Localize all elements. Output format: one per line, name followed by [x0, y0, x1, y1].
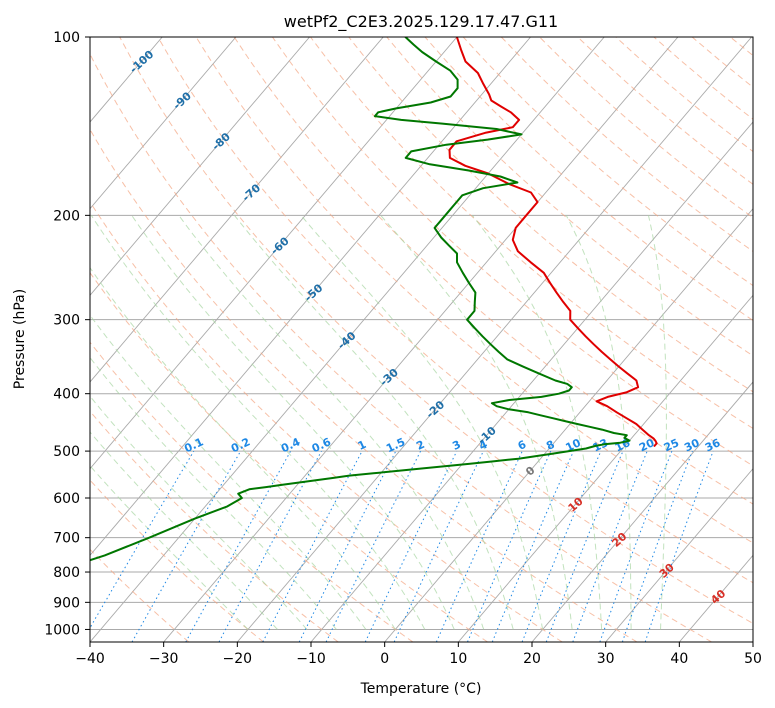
isotherm-line — [605, 467, 753, 642]
mixing-ratio-label: 36 — [703, 436, 723, 454]
dry-adiabat-line — [768, 37, 775, 642]
temperature-profile-line — [448, 37, 658, 447]
moist-adiabat-line — [90, 431, 278, 630]
dry-adiabat-line — [90, 271, 488, 642]
moist-adiabat-line — [90, 464, 249, 630]
isotherm-line — [163, 37, 679, 642]
x-tick-label: 40 — [670, 651, 688, 667]
isotherm-line — [531, 381, 753, 642]
dry-adiabat-line — [348, 37, 753, 393]
x-tick-label: 0 — [380, 651, 389, 667]
moist-adiabat-line — [300, 214, 544, 630]
y-axis: 100 200 300 400 500 600 700 800 900 1000 — [44, 30, 90, 638]
reference-lines — [90, 37, 775, 642]
y-tick-label: 600 — [53, 491, 80, 507]
x-tick-label: 20 — [523, 651, 541, 667]
y-tick-label: 900 — [53, 595, 80, 611]
mixing-ratio-line — [364, 450, 458, 642]
moist-adiabat-line — [90, 395, 308, 630]
x-tick-label: −20 — [223, 651, 253, 667]
mixing-ratio-label: 20 — [637, 436, 657, 454]
isotherm-line — [90, 37, 384, 383]
mixing-ratio-line — [218, 450, 322, 642]
mixing-ratio-label: 30 — [682, 436, 702, 454]
moist-adiabat-line — [647, 215, 667, 630]
dry-adiabat-line — [310, 37, 753, 430]
y-tick-label: 300 — [53, 313, 80, 329]
isotherm-line — [90, 37, 605, 642]
dry-adiabat-line — [90, 52, 712, 642]
y-tick-label: 400 — [53, 387, 80, 403]
sounding-profiles — [90, 37, 658, 562]
x-tick-label: −30 — [149, 651, 179, 667]
isotherm-line — [90, 37, 531, 557]
dewpoint-profile-line — [90, 37, 631, 562]
x-tick-label: −40 — [75, 651, 105, 667]
x-tick-label: 10 — [449, 651, 467, 667]
plot-background — [90, 37, 753, 642]
mixing-ratio-line — [325, 450, 422, 642]
x-tick-label: −10 — [296, 651, 326, 667]
dry-adiabat-line — [157, 37, 753, 584]
dry-adiabat-line — [233, 37, 753, 505]
isotherm-line — [90, 37, 237, 210]
dry-adiabat-line — [271, 37, 753, 467]
x-tick-label: 30 — [597, 651, 615, 667]
y-tick-label: 100 — [53, 30, 80, 46]
isotherm-line — [384, 207, 753, 642]
dry-adiabat-line — [462, 37, 753, 287]
mixing-ratio-label: 25 — [662, 436, 681, 454]
dry-adiabat-line — [90, 548, 190, 642]
y-tick-label: 200 — [53, 208, 80, 224]
dry-adiabat-line — [119, 37, 753, 624]
isotherm-line — [752, 641, 753, 642]
isotherm-line — [90, 37, 458, 470]
x-tick-label: 50 — [744, 651, 762, 667]
plot-frame — [89, 36, 754, 643]
y-tick-label: 500 — [53, 444, 80, 460]
isotherm-line — [457, 294, 753, 642]
x-axis-label: Temperature (°C) — [360, 681, 482, 697]
mixing-ratio-line — [393, 450, 484, 642]
moist-adiabat-line — [380, 214, 573, 630]
chart-title: wetPf2_C2E3.2025.129.17.47.G11 — [284, 12, 558, 32]
y-tick-label: 1000 — [44, 622, 80, 638]
moist-adiabat-line — [90, 215, 426, 630]
dry-adiabat-line — [90, 201, 563, 642]
mixing-ratio-line — [131, 450, 242, 642]
isotherm-line — [236, 37, 752, 642]
mixing-ratio-line — [545, 450, 624, 642]
mixing-ratio-line — [572, 450, 648, 642]
dry-adiabat-line — [90, 479, 264, 642]
dry-adiabat-line — [90, 341, 414, 642]
mixing-ratio-line — [90, 450, 195, 629]
y-axis-label: Pressure (hPa) — [12, 289, 28, 389]
dry-adiabat-line — [195, 37, 753, 544]
x-axis: −40 −30 −20 −10 0 10 20 30 40 50 — [75, 642, 762, 667]
y-tick-label: 800 — [53, 565, 80, 581]
isotherm-line — [90, 37, 310, 297]
moist-adiabat-line — [90, 266, 396, 630]
moist-adiabat-line — [234, 214, 514, 630]
moist-adiabat-line — [471, 214, 603, 630]
moist-adiabat-line — [131, 215, 455, 630]
y-tick-label: 700 — [53, 531, 80, 547]
moist-adiabat-line — [90, 314, 367, 630]
